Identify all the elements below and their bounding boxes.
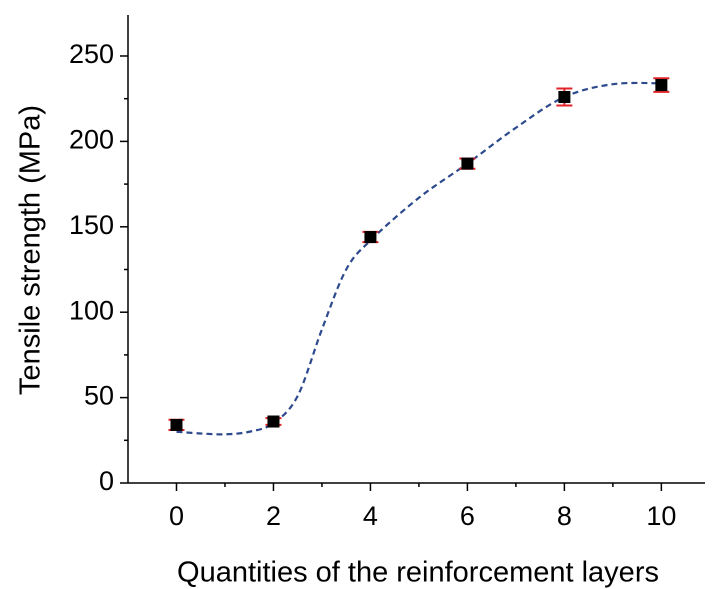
x-tick-label: 2 bbox=[266, 501, 281, 531]
y-tick-label: 150 bbox=[69, 210, 114, 240]
point bbox=[364, 231, 377, 244]
point bbox=[461, 157, 474, 170]
y-axis-title: Tensile strength (MPa) bbox=[15, 105, 47, 395]
point bbox=[267, 415, 280, 428]
y-tick-label: 0 bbox=[99, 466, 114, 496]
y-tick-label: 200 bbox=[69, 125, 114, 155]
x-tick-label: 10 bbox=[646, 501, 676, 531]
x-tick-label: 4 bbox=[363, 501, 378, 531]
y-tick-label: 50 bbox=[84, 381, 114, 411]
point bbox=[170, 418, 183, 431]
y-tick-label: 250 bbox=[69, 39, 114, 69]
x-axis-title: Quantities of the reinforcement layers bbox=[177, 557, 659, 589]
x-tick-label: 8 bbox=[557, 501, 572, 531]
x-tick-label: 0 bbox=[169, 501, 184, 531]
y-tick-label: 100 bbox=[69, 295, 114, 325]
fit-curve bbox=[176, 81, 662, 436]
point bbox=[558, 90, 571, 103]
x-tick-label: 6 bbox=[460, 501, 475, 531]
point bbox=[655, 79, 668, 92]
